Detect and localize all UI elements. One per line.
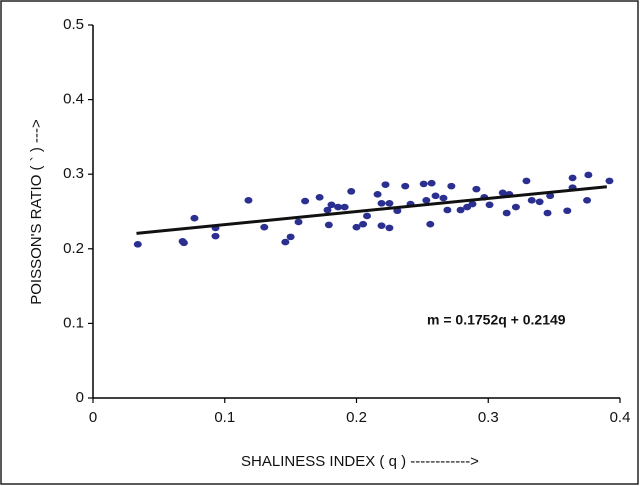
point [323, 206, 332, 214]
point [431, 192, 440, 200]
point [563, 207, 572, 215]
point [439, 194, 448, 202]
x-tick-label: 0.1 [214, 409, 235, 426]
point [426, 220, 435, 228]
equation: m = 0.1752q + 0.2149 [427, 312, 566, 328]
point [286, 233, 295, 241]
trendline [136, 185, 607, 235]
x-tick-label: 0.3 [478, 409, 499, 426]
point [359, 220, 368, 228]
point [401, 182, 410, 190]
point [385, 224, 394, 232]
point [281, 238, 290, 246]
x-tick-label: 0.4 [610, 409, 631, 426]
point [373, 191, 382, 198]
point [584, 171, 593, 179]
point [511, 203, 520, 211]
point [502, 209, 511, 217]
point [133, 241, 142, 248]
point [179, 239, 188, 247]
point [568, 174, 577, 182]
point [447, 182, 456, 190]
point [324, 221, 333, 229]
point [340, 203, 349, 211]
point [377, 199, 386, 207]
point [377, 222, 386, 229]
point [583, 197, 592, 204]
point [190, 214, 199, 222]
y-tick-label: 0.1 [63, 314, 84, 331]
point [244, 197, 253, 204]
point [456, 206, 465, 214]
point [334, 203, 343, 211]
point [527, 197, 536, 204]
point [468, 200, 477, 208]
point [498, 189, 507, 197]
point [543, 209, 552, 217]
point [352, 223, 361, 231]
x-axis-label: SHALINESS INDEX ( q ) ------------> [241, 453, 479, 470]
point [605, 177, 614, 185]
x-tick-label: 0 [89, 409, 97, 426]
point [522, 177, 531, 185]
y-tick-label: 0 [76, 389, 84, 406]
point [422, 197, 431, 204]
point [347, 188, 356, 195]
point [546, 192, 555, 200]
point [211, 232, 220, 240]
point [385, 199, 394, 207]
y-tick-label: 0.4 [63, 91, 84, 108]
point [294, 218, 303, 226]
x-tick-label: 0.2 [346, 409, 367, 426]
y-tick-label: 0.3 [63, 165, 84, 182]
y-tick-label: 0.2 [63, 240, 84, 257]
point [419, 180, 428, 188]
point [535, 198, 544, 206]
point [472, 185, 481, 193]
point [443, 206, 452, 214]
point [381, 181, 390, 188]
y-axis-label: POISSON'S RATIO ( ` ) ---> [28, 119, 45, 305]
y-tick-label: 0.5 [63, 16, 84, 33]
point [301, 197, 310, 205]
point [427, 179, 436, 187]
point [327, 201, 336, 209]
point [485, 201, 494, 209]
point [363, 212, 372, 220]
point [315, 194, 324, 201]
point [260, 223, 269, 231]
